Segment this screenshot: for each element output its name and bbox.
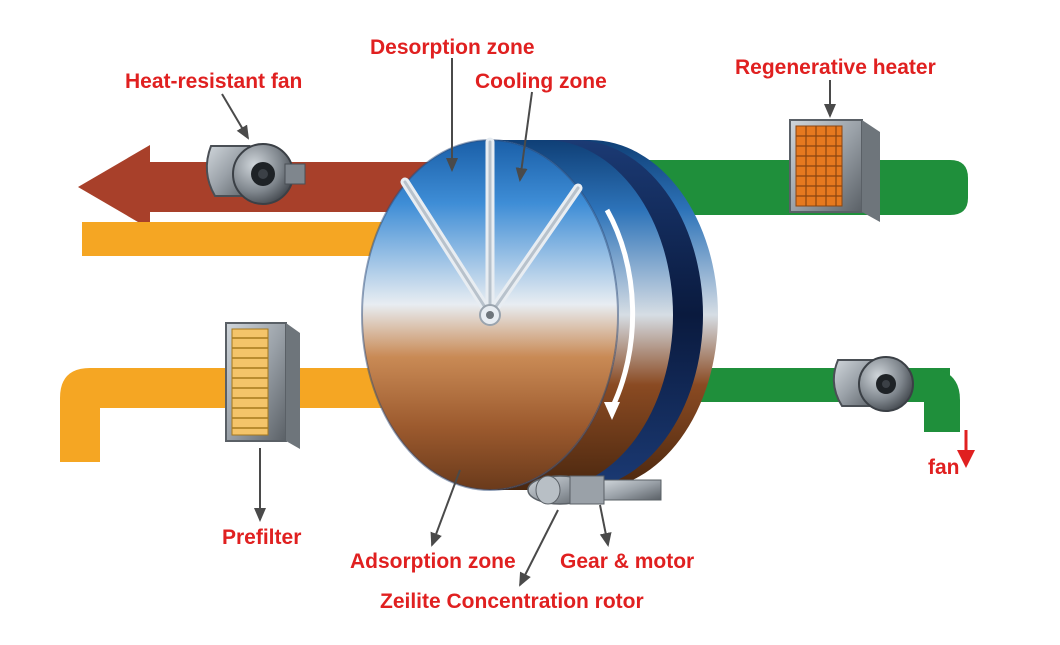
label-adsorption-zone: Adsorption zone [350,550,516,574]
label-cooling-zone: Cooling zone [475,70,607,94]
diagram-canvas [0,0,1060,645]
label-heat-resistant-fan: Heat-resistant fan [125,70,302,94]
label-regenerative-heater: Regenerative heater [735,56,936,80]
label-fan: fan [928,456,960,480]
fan-right [834,357,913,411]
label-gear-motor: Gear & motor [560,550,694,574]
label-rotor: Zeilite Concentration rotor [380,590,644,614]
label-desorption-zone: Desorption zone [370,36,535,60]
gear-motor [528,476,661,504]
regenerative-heater [790,120,880,222]
label-prefilter: Prefilter [222,526,301,550]
zeolite-rotor [362,140,718,490]
prefilter [226,323,300,449]
